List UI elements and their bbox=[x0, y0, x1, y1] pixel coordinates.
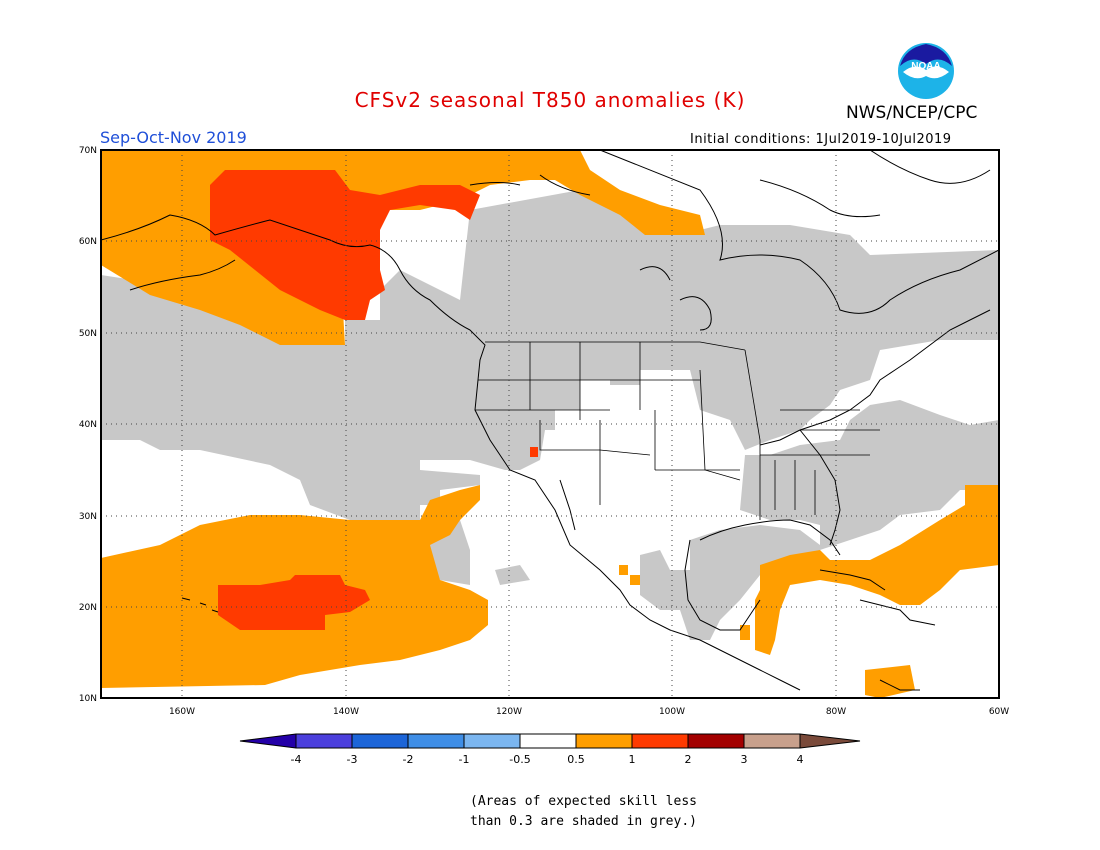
colorbar-bin bbox=[464, 734, 520, 748]
lon-label: 140W bbox=[333, 707, 359, 717]
colorbar-tick-label: 3 bbox=[741, 753, 748, 766]
agency-label: NWS/NCEP/CPC bbox=[846, 103, 978, 123]
lon-label: 80W bbox=[826, 707, 846, 717]
map-frame bbox=[100, 149, 1000, 699]
colorbar-arrow-low bbox=[240, 734, 296, 748]
colorbar-bin bbox=[296, 734, 352, 748]
initial-conditions-label: Initial conditions: 1Jul2019-10Jul2019 bbox=[690, 132, 952, 147]
lat-label: 50N bbox=[79, 329, 97, 339]
lat-label: 10N bbox=[79, 694, 97, 704]
colorbar-tick-label: -1 bbox=[459, 753, 470, 766]
colorbar-bin bbox=[744, 734, 800, 748]
lon-label: 60W bbox=[989, 707, 1009, 717]
lat-label: 20N bbox=[79, 603, 97, 613]
colorbar-bin bbox=[688, 734, 744, 748]
colorbar-tick-label: 1 bbox=[629, 753, 636, 766]
colorbar-tick-label: 0.5 bbox=[567, 753, 585, 766]
lon-label: 100W bbox=[659, 707, 685, 717]
us-state-borders bbox=[475, 341, 880, 520]
lat-label: 60N bbox=[79, 237, 97, 247]
colorbar-tick-label: -0.5 bbox=[509, 753, 530, 766]
colorbar-tick-label: -4 bbox=[291, 753, 302, 766]
lat-label: 70N bbox=[79, 146, 97, 156]
colorbar-bin bbox=[352, 734, 408, 748]
colorbar-tick-label: 2 bbox=[685, 753, 692, 766]
coastlines bbox=[101, 150, 999, 691]
colorbar-bin bbox=[520, 734, 576, 748]
colorbar-tick-label: -2 bbox=[403, 753, 414, 766]
skill-footnote: (Areas of expected skill less than 0.3 a… bbox=[470, 792, 730, 832]
noaa-logo: NOAA bbox=[898, 43, 954, 99]
lat-label: 40N bbox=[79, 420, 97, 430]
lon-label: 160W bbox=[169, 707, 195, 717]
footnote-line: (Areas of expected skill less bbox=[470, 794, 697, 809]
colorbar-bin bbox=[576, 734, 632, 748]
grey-skill-areas bbox=[101, 190, 999, 640]
season-label: Sep-Oct-Nov 2019 bbox=[100, 128, 247, 147]
lat-label: 30N bbox=[79, 512, 97, 522]
colorbar-arrow-high bbox=[800, 734, 860, 748]
colorbar-tick-label: 4 bbox=[797, 753, 804, 766]
chart-title: CFSv2 seasonal T850 anomalies (K) bbox=[354, 88, 746, 112]
colorbar-tick-label: -3 bbox=[347, 753, 358, 766]
footnote-line: than 0.3 are shaded in grey.) bbox=[470, 814, 697, 829]
lon-label: 120W bbox=[496, 707, 522, 717]
logo-text: NOAA bbox=[911, 61, 940, 72]
colorbar-bin bbox=[632, 734, 688, 748]
colorbar-bin bbox=[408, 734, 464, 748]
